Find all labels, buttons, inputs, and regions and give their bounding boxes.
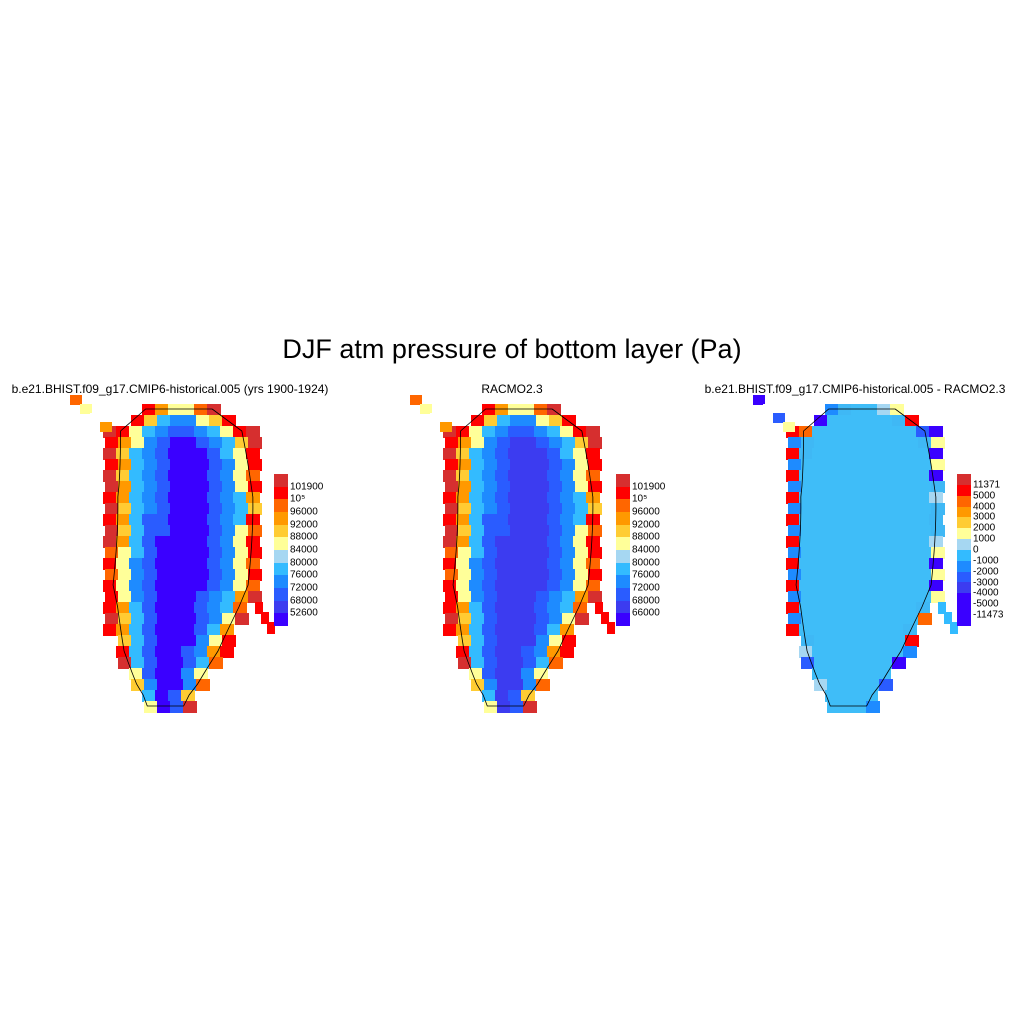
panel-title-racmo: RACMO2.3	[481, 382, 543, 396]
colorbar-label: 84000	[632, 544, 660, 556]
colorbar-swatch	[274, 562, 288, 576]
colorbar-swatch	[616, 537, 630, 550]
colorbar-label: 52600	[290, 607, 318, 619]
colorbar-swatch	[274, 511, 288, 525]
colorbar-swatch	[957, 484, 971, 496]
colorbar-label: 68000	[632, 595, 660, 607]
colorbar-swatch	[274, 600, 288, 614]
colorbar-swatch	[957, 582, 971, 594]
colorbar-label: 80000	[290, 557, 318, 569]
colorbar-swatch	[957, 604, 971, 615]
colorbar-swatch	[616, 474, 630, 487]
colorbar-label: -11473	[973, 609, 1004, 621]
colorbar-swatch	[957, 593, 971, 605]
colorbar-label: -2000	[973, 566, 999, 578]
colorbar-label: 88000	[632, 531, 660, 543]
colorbar-racmo	[616, 474, 630, 626]
colorbar-swatch	[274, 486, 288, 500]
colorbar-swatch	[274, 587, 288, 601]
colorbar-swatch	[616, 575, 630, 588]
colorbar-swatch	[616, 499, 630, 512]
colorbar-swatch	[957, 528, 971, 540]
colorbar-label: 101900	[290, 481, 324, 493]
colorbar-swatch	[274, 613, 288, 626]
colorbar-difference	[957, 474, 971, 626]
colorbar-label: -5000	[973, 598, 999, 610]
colorbar-swatch	[616, 587, 630, 601]
colorbar-swatch	[274, 537, 288, 550]
colorbar-label: 88000	[290, 531, 318, 543]
colorbar-swatch	[274, 524, 288, 538]
colorbar-label: 72000	[632, 582, 660, 594]
colorbar-label: 10⁵	[290, 493, 306, 505]
colorbar-swatch	[274, 575, 288, 588]
colorbar-label: 0	[973, 544, 979, 556]
colorbar-label: 76000	[290, 569, 318, 581]
colorbar-label: 80000	[632, 557, 660, 569]
colorbar-label: 2000	[973, 522, 996, 534]
colorbar-label: 10⁵	[632, 493, 648, 505]
colorbar-label: 96000	[632, 506, 660, 518]
figure-title: DJF atm pressure of bottom layer (Pa)	[282, 334, 742, 364]
colorbar-label: -4000	[973, 587, 999, 599]
colorbar-swatch	[274, 474, 288, 487]
colorbar-swatch	[274, 549, 288, 563]
colorbar-swatch	[957, 474, 971, 485]
colorbar-swatch	[957, 549, 971, 561]
colorbar-label: 101900	[632, 481, 666, 493]
colorbar-label: 3000	[973, 511, 996, 523]
colorbar-label: 76000	[632, 569, 660, 581]
colorbar-swatch	[957, 560, 971, 572]
colorbar-swatch	[616, 486, 630, 500]
colorbar-swatch	[957, 614, 971, 626]
colorbar-swatch	[274, 499, 288, 512]
colorbar-label: 68000	[290, 595, 318, 607]
colorbar-label: 11371	[973, 479, 1001, 491]
map-grid-panel-2	[753, 395, 958, 713]
colorbar-swatch	[957, 517, 971, 529]
colorbar-swatch	[957, 539, 971, 550]
colorbar-label: 96000	[290, 506, 318, 518]
colorbar-label: 84000	[290, 544, 318, 556]
colorbar-label: 4000	[973, 501, 996, 513]
colorbar-label: 92000	[290, 519, 318, 531]
colorbar-label: 66000	[632, 607, 660, 619]
colorbar-swatch	[616, 511, 630, 525]
panel-title-difference: b.e21.BHIST.f09_g17.CMIP6-historical.005…	[704, 382, 1006, 396]
colorbar-swatch	[957, 506, 971, 518]
colorbar-swatch	[616, 600, 630, 614]
colorbar-swatch	[616, 562, 630, 576]
colorbar-swatch	[616, 613, 630, 626]
colorbar-model	[274, 474, 288, 626]
colorbar-label: 72000	[290, 582, 318, 594]
colorbar-label: 1000	[973, 533, 996, 545]
map-grid-panel-1	[410, 395, 615, 713]
colorbar-label: -1000	[973, 555, 999, 567]
colorbar-label: 5000	[973, 490, 996, 502]
colorbar-swatch	[616, 549, 630, 563]
colorbar-swatch	[957, 571, 971, 583]
colorbar-label: 92000	[632, 519, 660, 531]
colorbar-swatch	[957, 495, 971, 507]
colorbar-label: -3000	[973, 577, 999, 589]
colorbar-swatch	[616, 524, 630, 538]
map-grid-panel-0	[70, 395, 275, 713]
panel-title-model: b.e21.BHIST.f09_g17.CMIP6-historical.005…	[11, 382, 329, 396]
